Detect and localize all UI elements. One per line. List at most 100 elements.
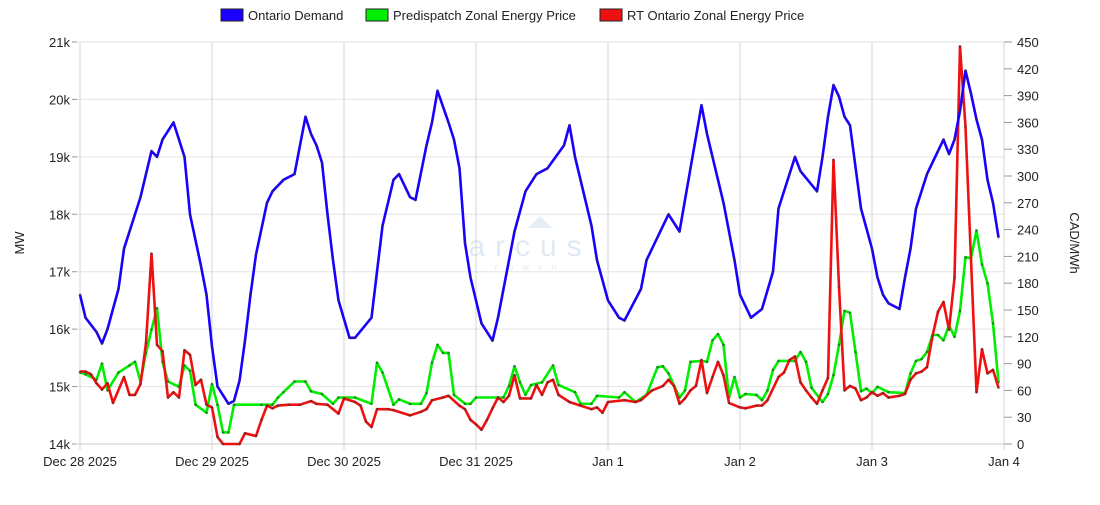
data-point [282,178,285,182]
data-point [689,167,692,170]
data-point [766,389,769,392]
y-right-tick-label: 60 [1017,383,1031,398]
data-point [991,368,995,372]
data-point [876,276,879,279]
data-point [518,381,522,384]
data-point [925,365,929,369]
data-point [771,368,775,372]
data-point [172,390,175,394]
data-point [777,375,780,379]
y-right-tick-label: 300 [1017,169,1039,184]
data-point [304,380,307,383]
data-point [639,398,643,402]
y-right-tick-label: 330 [1017,142,1039,157]
data-point [766,398,769,402]
data-point [942,138,945,141]
data-point [914,207,918,210]
data-point [392,178,395,182]
data-point [997,235,1000,239]
data-point [694,384,698,388]
data-point [793,155,797,159]
data-point [837,95,841,98]
y-right-tick-label: 30 [1017,410,1031,425]
data-point [309,399,313,403]
data-point [914,359,918,363]
data-point [463,402,467,406]
data-point [881,293,885,296]
data-point [540,393,544,397]
data-point [199,264,203,268]
data-point [227,431,230,434]
data-point [568,123,571,127]
data-point [821,155,824,159]
data-point [425,144,428,147]
data-point [689,389,692,392]
data-point [942,300,945,304]
data-point [337,299,340,302]
data-point [909,378,912,381]
data-point [337,412,340,415]
data-point [843,389,846,392]
data-point [711,339,714,342]
data-point [826,376,830,380]
data-point [546,167,549,170]
data-point [524,190,527,193]
data-point [678,402,681,406]
data-point [309,389,313,393]
data-point [326,212,329,216]
data-point [898,307,901,311]
data-point [782,371,786,374]
data-point [210,345,214,348]
data-point [601,411,604,415]
data-point [166,396,170,399]
data-point [705,391,709,395]
data-point [650,389,654,392]
data-point [474,396,478,399]
data-point [760,398,764,402]
data-point [535,383,538,387]
data-point [689,360,692,364]
data-point [485,418,489,422]
data-point [188,369,192,373]
data-point [254,434,258,438]
data-point [936,333,940,337]
data-point [942,339,945,342]
data-point [936,149,940,153]
data-point [821,400,824,404]
data-point [199,378,203,381]
data-point [777,359,780,363]
data-point [84,373,87,376]
x-tick-label: Dec 30 2025 [307,454,381,469]
data-point [777,207,780,210]
data-point [953,138,956,141]
y-left-tick-label: 15k [49,380,70,395]
data-point [667,378,670,381]
data-point [221,442,225,446]
data-point [144,172,148,176]
x-tick-label: Jan 2 [724,454,756,469]
data-point [128,230,131,233]
data-point [430,398,434,402]
y-left-tick-label: 18k [49,207,70,222]
data-point [408,414,412,417]
data-point [293,172,296,176]
y-left-tick-label: 17k [49,265,70,280]
data-point [529,383,533,387]
data-point [865,387,868,390]
data-point [920,357,923,361]
data-point [711,375,714,379]
data-point [826,392,830,396]
data-point [991,201,995,205]
data-point [458,167,461,170]
data-point [925,350,929,354]
data-point [188,353,192,356]
data-point [419,402,423,406]
data-point [513,364,516,368]
y-right-tick-label: 240 [1017,223,1039,238]
data-point [293,380,296,383]
data-point [315,144,318,147]
data-point [815,190,819,193]
data-point [243,339,247,342]
data-point [683,397,687,400]
data-point [133,360,137,364]
